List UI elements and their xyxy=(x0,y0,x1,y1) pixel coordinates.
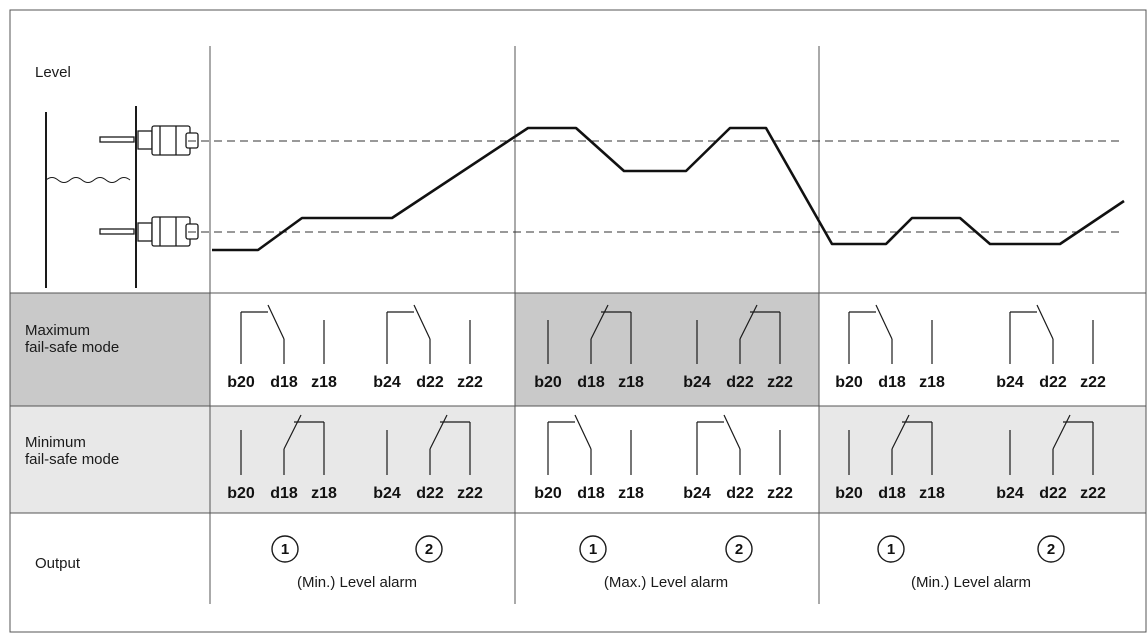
level-curve xyxy=(212,126,1125,252)
terminal-label-z22: z22 xyxy=(457,374,483,391)
terminal-labels: b20 d18 z18 b24 d22 z22 b20 d18 z18 b24 d22 z22 b20 d… xyxy=(227,374,1106,502)
terminal-label-d22: d22 xyxy=(726,485,754,502)
shade-max-label xyxy=(10,293,210,406)
terminal-label-z18: z18 xyxy=(311,374,337,391)
lower-level-sensor-icon xyxy=(99,216,199,247)
output-marker-2: 2 xyxy=(425,541,433,558)
upper-level-sensor-icon xyxy=(99,125,199,156)
contact-blade xyxy=(283,414,302,450)
output-caption-phase1: (Min.) Level alarm xyxy=(297,574,417,591)
terminal-label-b20: b20 xyxy=(227,374,255,391)
terminal-label-d22: d22 xyxy=(1039,374,1067,391)
terminal-label-z18: z18 xyxy=(311,485,337,502)
contact-blade xyxy=(723,414,741,450)
terminal-label-b24: b24 xyxy=(683,485,711,502)
terminal-label-b24: b24 xyxy=(996,374,1024,391)
terminal-label-d22: d22 xyxy=(416,485,444,502)
output-marker-circle xyxy=(725,535,753,563)
tank-illustration xyxy=(45,106,137,288)
output-marker-1: 1 xyxy=(589,541,597,558)
contact-blade xyxy=(267,304,285,340)
terminal-label-d18: d18 xyxy=(577,485,605,502)
contact-diagrams xyxy=(240,304,1094,475)
output-marker-circle xyxy=(877,535,905,563)
outer-frame xyxy=(9,9,1147,633)
terminal-label-d18: d18 xyxy=(878,485,906,502)
terminal-label-d22: d22 xyxy=(1039,485,1067,502)
output-marker-1: 1 xyxy=(281,541,289,558)
terminal-label-d18: d18 xyxy=(270,374,298,391)
contact-blade xyxy=(1036,304,1054,340)
output-marker-1: 1 xyxy=(887,541,895,558)
contact-blade xyxy=(739,304,758,340)
terminal-label-z18: z18 xyxy=(618,485,644,502)
terminal-label-z22: z22 xyxy=(767,374,793,391)
level-row-label: Level xyxy=(35,64,71,81)
terminal-label-b20: b20 xyxy=(534,485,562,502)
output-caption-phase3: (Min.) Level alarm xyxy=(911,574,1031,591)
contact-blade xyxy=(574,414,592,450)
terminal-label-b20: b20 xyxy=(835,374,863,391)
contact-blade xyxy=(429,414,448,450)
terminal-label-z22: z22 xyxy=(1080,485,1106,502)
output-marker-2: 2 xyxy=(1047,541,1055,558)
terminal-label-d22: d22 xyxy=(416,374,444,391)
output-marker-2: 2 xyxy=(735,541,743,558)
terminal-label-d18: d18 xyxy=(577,374,605,391)
terminal-label-z22: z22 xyxy=(457,485,483,502)
terminal-label-b20: b20 xyxy=(227,485,255,502)
terminal-label-z18: z18 xyxy=(618,374,644,391)
contact-blade xyxy=(590,304,609,340)
output-marker-circle xyxy=(415,535,443,563)
terminal-label-b20: b20 xyxy=(835,485,863,502)
terminal-label-b20: b20 xyxy=(534,374,562,391)
min-row-label-1: Minimum xyxy=(25,434,86,451)
output-markers xyxy=(271,535,1065,563)
min-row-label-2: fail-safe mode xyxy=(25,451,119,468)
terminal-label-d18: d18 xyxy=(270,485,298,502)
contact-blade xyxy=(875,304,893,340)
max-row-label-2: fail-safe mode xyxy=(25,339,119,356)
output-row-label: Output xyxy=(35,555,81,572)
contact-blade xyxy=(1052,414,1071,450)
terminal-label-z22: z22 xyxy=(767,485,793,502)
terminal-label-z18: z18 xyxy=(919,374,945,391)
unshade-min-phase2 xyxy=(515,406,819,513)
terminal-label-b24: b24 xyxy=(996,485,1024,502)
contact-blade xyxy=(891,414,910,450)
terminal-label-z22: z22 xyxy=(1080,374,1106,391)
terminal-label-z18: z18 xyxy=(919,485,945,502)
contact-blade xyxy=(413,304,431,340)
terminal-label-b24: b24 xyxy=(373,374,401,391)
terminal-label-d22: d22 xyxy=(726,374,754,391)
terminal-label-b24: b24 xyxy=(683,374,711,391)
output-marker-circle xyxy=(271,535,299,563)
output-caption-phase2: (Max.) Level alarm xyxy=(604,574,728,591)
terminal-label-d18: d18 xyxy=(878,374,906,391)
max-row-label-1: Maximum xyxy=(25,322,90,339)
output-marker-circle xyxy=(1037,535,1065,563)
terminal-label-b24: b24 xyxy=(373,485,401,502)
output-marker-circle xyxy=(579,535,607,563)
